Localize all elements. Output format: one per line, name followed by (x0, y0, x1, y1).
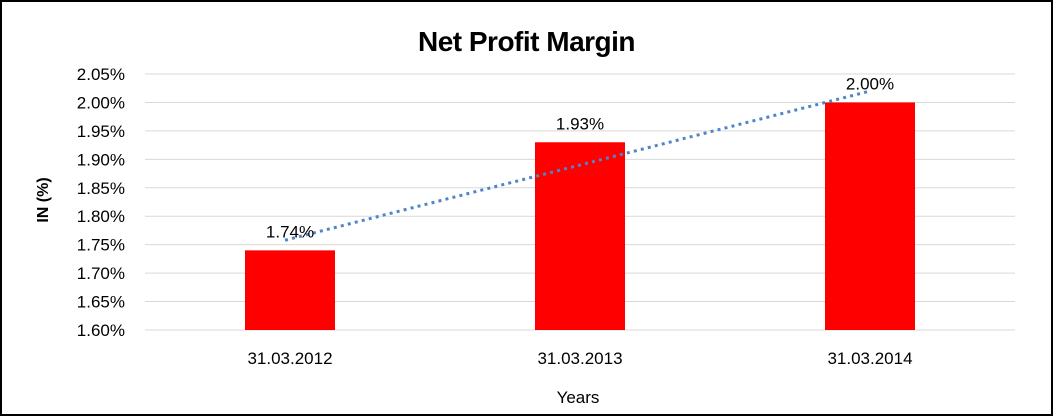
y-tick-label: 2.00% (77, 93, 125, 112)
y-tick-label: 1.60% (77, 321, 125, 340)
y-tick-label: 1.90% (77, 150, 125, 169)
bar-31.03.2013 (535, 142, 625, 330)
bar-value-label: 2.00% (846, 74, 894, 93)
bar-value-label: 1.93% (556, 114, 604, 133)
bar-31.03.2014 (825, 102, 915, 330)
y-tick-label: 1.85% (77, 179, 125, 198)
bar-31.03.2012 (245, 250, 335, 330)
y-tick-label: 1.80% (77, 207, 125, 226)
x-tick-label: 31.03.2014 (827, 349, 912, 368)
chart-title: Net Profit Margin (417, 26, 636, 57)
y-tick-label: 1.95% (77, 122, 125, 141)
x-tick-label: 31.03.2013 (537, 349, 622, 368)
y-tick-label: 1.70% (77, 264, 125, 283)
y-tick-label: 2.05% (77, 65, 125, 84)
x-axis-title: Years (556, 388, 600, 407)
bar-value-label: 1.74% (266, 222, 314, 241)
y-tick-label: 1.75% (77, 236, 125, 255)
y-tick-label: 1.65% (77, 293, 125, 312)
x-tick-label: 31.03.2012 (247, 349, 332, 368)
